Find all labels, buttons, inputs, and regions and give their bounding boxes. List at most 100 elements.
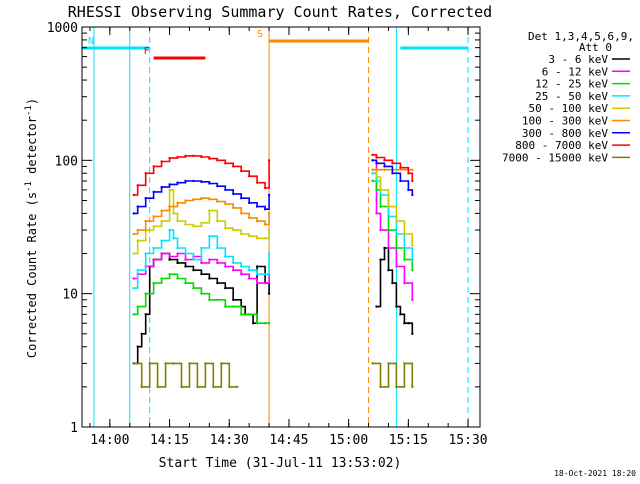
series-4-segment-0	[133, 189, 270, 255]
point-3-0-12	[216, 246, 219, 250]
point-4-0-10	[200, 221, 203, 225]
point-3-1-1	[375, 179, 378, 183]
point-5-0-6	[176, 201, 179, 205]
y-tick-label-2: 100	[55, 154, 78, 169]
point-8-0-12	[228, 385, 231, 389]
point-5-0-17	[263, 223, 267, 226]
point-7-0-14	[240, 169, 243, 173]
legend-label-2: 12 - 25 keV	[535, 78, 608, 91]
point-0-1-3	[387, 268, 390, 272]
point-8-0-13	[236, 385, 239, 389]
x-tick-label-1: 14:15	[150, 433, 189, 448]
point-1-0-6	[176, 252, 179, 255]
point-3-0-1	[136, 268, 139, 272]
point-3-1-6	[411, 258, 414, 261]
point-2-0-7	[184, 281, 187, 285]
point-8-1-3	[395, 385, 398, 389]
point-2-0-8	[192, 286, 195, 290]
series-3-segment-1	[372, 172, 414, 260]
point-0-1-2	[383, 246, 386, 250]
point-8-0-9	[204, 362, 207, 365]
point-5-0-7	[184, 199, 187, 202]
point-6-0-10	[208, 182, 211, 185]
point-2-0-17	[263, 322, 267, 325]
point-4-0-14	[232, 228, 235, 232]
y-axis-label-mid: detector	[25, 116, 39, 181]
point-7-0-8	[192, 154, 195, 158]
point-5-0-1	[136, 228, 139, 232]
point-6-1-0	[371, 159, 374, 162]
point-2-1-1	[375, 188, 378, 192]
x-tick-label-2: 14:30	[210, 433, 249, 448]
point-1-0-13	[232, 268, 235, 272]
point-4-0-0	[132, 252, 135, 255]
point-7-0-17	[263, 186, 267, 190]
x-tick-label-6: 15:30	[448, 433, 487, 448]
point-5-0-0	[132, 232, 135, 236]
point-5-0-10	[208, 198, 211, 201]
point-2-0-10	[208, 298, 211, 301]
point-3-0-13	[224, 255, 227, 258]
point-1-0-12	[224, 265, 227, 268]
point-1-0-9	[200, 261, 203, 265]
point-8-0-11	[220, 362, 223, 365]
point-2-0-6	[176, 277, 179, 280]
point-7-0-11	[216, 159, 219, 162]
point-2-0-12	[224, 305, 227, 308]
point-5-0-12	[224, 202, 227, 206]
point-1-0-4	[160, 252, 163, 255]
point-4-0-13	[224, 226, 227, 230]
point-7-1-2	[383, 159, 386, 162]
legend-label-7: 800 - 7000 keV	[515, 139, 608, 152]
point-7-0-6	[176, 155, 179, 159]
point-8-1-1	[379, 385, 382, 389]
point-5-1-6	[411, 168, 414, 171]
point-7-0-16	[255, 181, 259, 184]
point-4-0-15	[240, 232, 243, 236]
point-3-1-2	[379, 193, 382, 197]
point-1-0-17	[263, 281, 267, 285]
point-6-0-5	[168, 183, 171, 186]
series-2-segment-1	[372, 180, 414, 271]
legend-header-line-2: Att 0	[579, 41, 612, 54]
point-0-0-2	[140, 332, 143, 336]
point-4-0-12	[216, 219, 219, 223]
point-5-0-15	[247, 216, 251, 220]
point-0-1-9	[411, 332, 414, 336]
point-2-0-9	[200, 292, 203, 295]
point-3-0-11	[208, 234, 211, 238]
point-7-1-1	[375, 156, 378, 159]
point-7-1-0	[371, 153, 374, 157]
point-7-0-0	[132, 193, 135, 197]
y-tick-label-3: 1000	[47, 21, 78, 36]
point-3-1-3	[387, 215, 390, 218]
point-7-0-3	[152, 165, 155, 168]
point-4-0-5	[168, 188, 171, 192]
point-0-1-4	[391, 281, 394, 285]
point-6-0-8	[192, 179, 195, 183]
point-6-0-6	[176, 181, 179, 184]
point-8-0-4	[164, 362, 167, 365]
point-4-0-4	[160, 219, 163, 223]
point-6-0-1	[136, 205, 139, 208]
point-1-1-4	[395, 265, 398, 268]
point-5-1-4	[399, 168, 402, 171]
point-5-0-4	[160, 209, 163, 212]
point-7-0-7	[184, 154, 187, 158]
point-3-0-19	[267, 252, 271, 255]
point-3-0-7	[176, 246, 179, 250]
point-0-1-5	[395, 305, 398, 308]
point-7-1-4	[399, 166, 402, 169]
point-5-0-8	[192, 198, 195, 201]
point-8-0-2	[148, 362, 151, 365]
point-7-0-4	[160, 160, 163, 163]
point-0-1-8	[407, 322, 410, 325]
point-2-0-16	[255, 322, 259, 325]
point-6-1-3	[391, 172, 394, 175]
point-5-1-0	[371, 168, 374, 171]
point-6-0-15	[247, 201, 251, 205]
point-5-0-13	[232, 206, 235, 210]
legend-label-1: 6 - 12 keV	[542, 65, 609, 78]
